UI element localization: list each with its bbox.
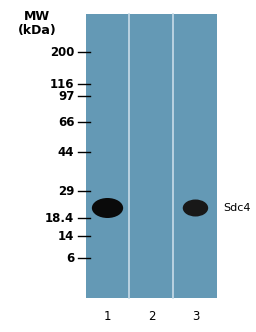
Text: 14: 14 — [58, 229, 74, 242]
Text: 2: 2 — [148, 309, 155, 322]
Text: 3: 3 — [192, 309, 199, 322]
Text: 29: 29 — [58, 185, 74, 198]
Text: 18.4: 18.4 — [45, 211, 74, 224]
Text: 66: 66 — [58, 116, 74, 128]
Text: (kDa): (kDa) — [18, 24, 57, 37]
Text: 6: 6 — [66, 252, 74, 265]
Text: 97: 97 — [58, 90, 74, 103]
Ellipse shape — [183, 200, 208, 216]
Text: 1: 1 — [104, 309, 111, 322]
Text: MW: MW — [24, 10, 50, 23]
Text: Sdc4: Sdc4 — [223, 203, 250, 213]
Bar — [86, 14, 217, 298]
Text: 44: 44 — [58, 145, 74, 158]
Ellipse shape — [92, 198, 123, 218]
Text: 200: 200 — [50, 45, 74, 58]
Text: 116: 116 — [50, 77, 74, 91]
